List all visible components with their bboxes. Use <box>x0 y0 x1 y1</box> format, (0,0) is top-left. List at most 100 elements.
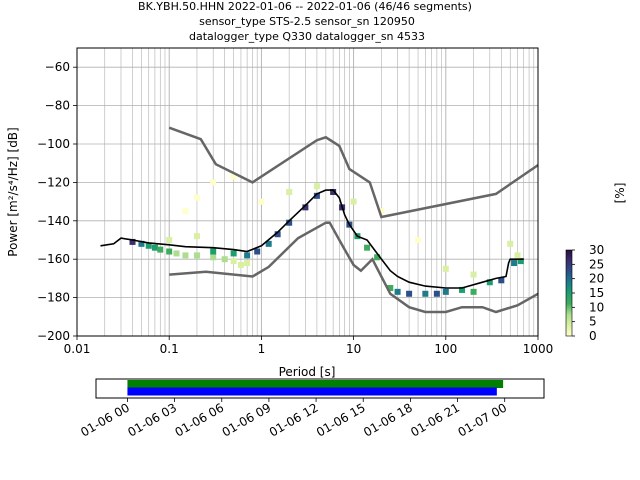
nlnm-curve <box>169 221 539 314</box>
colorbar-label: [%] <box>613 183 627 204</box>
density-cell <box>507 240 514 247</box>
y-tick-label: −80 <box>45 99 70 113</box>
density-cell <box>514 252 521 259</box>
density-cell <box>274 231 281 238</box>
time-tick-label: 01-06 06 <box>173 400 227 439</box>
density-cell <box>254 248 261 255</box>
density-cell <box>230 258 237 265</box>
density-cell <box>230 173 237 180</box>
density-cell <box>230 250 237 257</box>
x-tick-label: 100 <box>434 342 457 356</box>
y-tick-label: −180 <box>37 291 70 305</box>
density-cell <box>145 242 152 249</box>
figure-title: BK.YBH.50.HHN 2022-01-06 -- 2022-01-06 (… <box>138 0 472 43</box>
mode-curve <box>100 189 524 289</box>
density-cell <box>422 290 429 297</box>
y-tick-label: −60 <box>45 60 70 74</box>
time-tick-label: 01-06 12 <box>267 400 321 439</box>
time-tick-label: 01-06 15 <box>314 400 368 439</box>
x-axis-label: Period [s] <box>279 365 336 379</box>
title-line-1: BK.YBH.50.HHN 2022-01-06 -- 2022-01-06 (… <box>138 0 472 13</box>
density-cell <box>258 198 265 205</box>
density-cell <box>182 208 189 215</box>
density-cell <box>244 252 251 259</box>
density-cell <box>210 179 217 186</box>
density-cell <box>166 237 173 243</box>
time-tick-label: 01-06 21 <box>408 400 462 439</box>
plot-frame <box>76 47 539 337</box>
density-cell <box>459 286 466 293</box>
colorbar-tick-label: 5 <box>589 315 597 329</box>
density-cell <box>364 244 371 251</box>
x-tick-label: 0.1 <box>160 342 179 356</box>
density-cell <box>157 246 164 253</box>
nhnm-curve <box>168 126 539 219</box>
time-tick-label: 01-06 00 <box>78 400 132 439</box>
coverage-bars <box>127 380 504 396</box>
density-cell <box>406 290 413 297</box>
density-cell <box>193 252 200 259</box>
y-axis-label: Power [m²/s⁴/Hz] [dB] <box>6 127 20 256</box>
reference-curves <box>100 126 539 314</box>
x-tick-label: 0.01 <box>64 342 91 356</box>
coverage-bar <box>127 387 497 396</box>
y-tick-label: −120 <box>37 175 70 189</box>
x-tick-label: 1000 <box>523 342 554 356</box>
plot-grid <box>76 48 538 337</box>
coverage-bar <box>127 380 504 388</box>
density-cell <box>517 258 524 265</box>
density-cell <box>193 194 200 201</box>
colorbar-gradient <box>565 249 573 337</box>
density-cell <box>129 238 136 245</box>
density-cell <box>470 271 477 278</box>
density-cell <box>442 288 449 295</box>
density-cell <box>313 192 320 199</box>
density-cell <box>378 208 385 215</box>
density-cell <box>182 252 189 259</box>
y-tick-label: −200 <box>37 329 70 343</box>
density-cell <box>302 204 309 211</box>
colorbar-tick-label: 15 <box>589 286 604 300</box>
density-cell <box>286 219 293 226</box>
density-cell <box>210 248 217 255</box>
density-cell <box>173 250 180 257</box>
density-cell <box>193 233 200 240</box>
colorbar-tick-label: 20 <box>589 272 604 286</box>
density-cell <box>330 189 337 195</box>
density-cell <box>210 254 217 261</box>
y-axis-ticks: −60 −80 −100 −120 −140 −160 −180 −200 <box>37 60 77 343</box>
density-cell <box>415 237 422 243</box>
density-cell <box>166 248 173 255</box>
colorbar-tick-label: 10 <box>589 300 604 314</box>
density-cell <box>265 240 272 247</box>
density-cell <box>511 260 518 267</box>
time-tick-label: 01-06 18 <box>361 400 415 439</box>
time-tick-label: 01-07 00 <box>455 400 509 439</box>
x-tick-label: 10 <box>346 342 361 356</box>
colorbar-tick-label: 0 <box>589 329 597 343</box>
density-cell <box>374 254 381 261</box>
colorbar-tick-label: 25 <box>589 257 604 271</box>
colorbar-tick-label: 30 <box>589 243 604 257</box>
plot-background <box>77 48 538 336</box>
title-line-2: sensor_type STS-2.5 sensor_sn 120950 <box>199 15 415 28</box>
density-cell <box>387 285 394 291</box>
density-cell <box>498 277 505 284</box>
density-cell <box>221 256 228 263</box>
y-tick-label: −160 <box>37 252 70 266</box>
density-cell <box>244 260 251 267</box>
density-cell <box>470 288 477 295</box>
density-cell <box>394 288 401 295</box>
x-axis-ticks: 0.01 0.1 1 10 100 1000 <box>64 336 554 356</box>
x-tick-label: 1 <box>258 342 266 356</box>
density-cell <box>286 189 293 195</box>
density-cell <box>350 198 357 205</box>
density-cell <box>442 265 449 272</box>
y-tick-label: −140 <box>37 214 70 228</box>
density-cell <box>486 279 493 286</box>
